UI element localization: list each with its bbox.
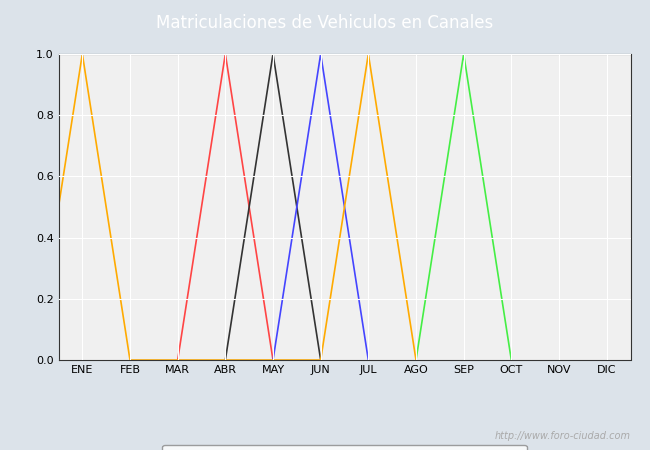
- Legend: 2024, 2023, 2022, 2021, 2020: 2024, 2023, 2022, 2021, 2020: [162, 445, 526, 450]
- Text: http://www.foro-ciudad.com: http://www.foro-ciudad.com: [495, 431, 630, 441]
- Text: Matriculaciones de Vehiculos en Canales: Matriculaciones de Vehiculos en Canales: [157, 14, 493, 32]
